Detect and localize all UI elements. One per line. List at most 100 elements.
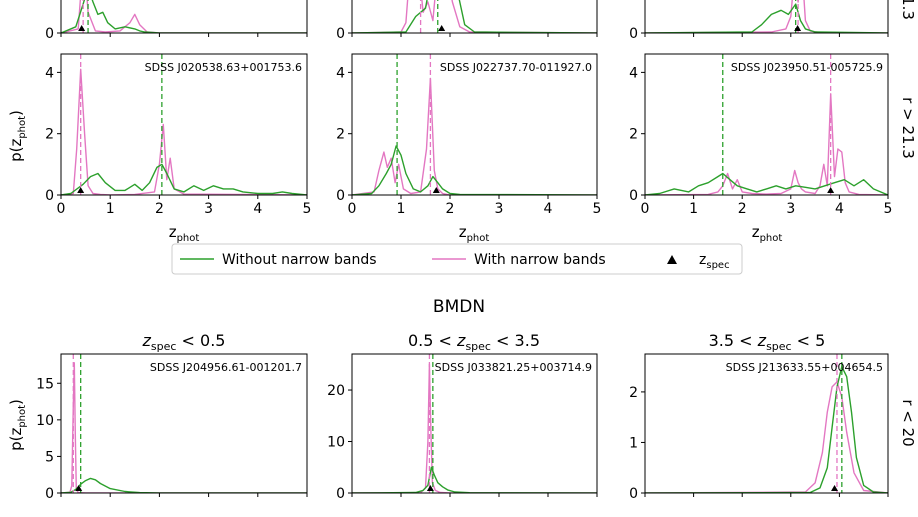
column-title-3: 3.5 < zspec < 5: [709, 331, 826, 353]
panel-plot-area: [645, 354, 888, 493]
x-tick-label: 1: [689, 201, 698, 217]
panel-frame: [60, 353, 308, 494]
x-tick-label: 3: [204, 201, 213, 217]
y-tick-label: 2: [629, 127, 638, 143]
object-label: SDSS J033821.25+003714.9: [435, 361, 592, 374]
x-tick-label: 1: [397, 201, 406, 217]
x-tick-label: 3: [495, 201, 504, 217]
chart-panel-6: 0 2 4 0 1 2 3 4 5 SDSS J023950.51-005725.9: [629, 53, 893, 217]
panel-frame: [60, 53, 308, 196]
y-tick-label: 2: [45, 127, 54, 143]
series-with-narrow-bands: [645, 93, 888, 195]
series-without-narrow-bands: [352, 145, 597, 195]
legend-zspec-marker: [667, 255, 677, 264]
x-tick-label: 5: [884, 201, 893, 217]
legend: Without narrow bands With narrow bands z…: [171, 243, 743, 275]
row-label-top-partial: 1.3: [899, 0, 917, 20]
x-tick-label: 4: [544, 201, 553, 217]
series-without-narrow-bands: [645, 3, 888, 33]
y-tick-label: 4: [336, 65, 345, 81]
series-with-narrow-bands: [61, 362, 307, 493]
x-tick-label: 1: [106, 201, 115, 217]
object-label: SDSS J213633.55+004654.5: [726, 361, 883, 374]
chart-panel-1: 0: [45, 0, 308, 42]
y-tick-label: 1: [629, 435, 638, 451]
legend-without-label: Without narrow bands: [222, 252, 377, 268]
zspec-marker: [438, 25, 446, 31]
panel-plot-area: [352, 354, 597, 493]
series-without-narrow-bands: [61, 163, 307, 195]
panel-frame: [351, 53, 598, 196]
y-tick-label: 0: [629, 486, 638, 502]
x-tick-label: 5: [593, 201, 602, 217]
series-with-narrow-bands: [645, 0, 888, 33]
series-without-narrow-bands: [61, 477, 307, 493]
chart-panel-9: 0 1 2 SDSS J213633.55+004654.5: [629, 353, 889, 502]
column-title-1: zspec < 0.5: [142, 331, 226, 353]
object-label: SDSS J204956.61-001201.7: [150, 361, 302, 374]
y-tick-label: 0: [45, 26, 54, 42]
panel-frame: [60, 0, 308, 34]
y-tick-label: 20: [327, 383, 345, 399]
x-tick-label: 0: [348, 201, 357, 217]
xlabel-1: zphot: [169, 223, 200, 244]
series-with-narrow-bands: [645, 381, 888, 493]
y-tick-label: 2: [336, 127, 345, 143]
y-tick-label: 15: [36, 376, 54, 392]
y-tick-label: 4: [45, 65, 54, 81]
series-with-narrow-bands: [352, 0, 597, 33]
xlabel-3: zphot: [752, 223, 783, 244]
series-without-narrow-bands: [61, 0, 307, 33]
chart-panel-5: 0 2 4 0 1 2 3 4 5 SDSS J022737.70-011927.0: [336, 53, 602, 217]
section-title: BMDN: [433, 297, 485, 317]
x-tick-label: 2: [155, 201, 164, 217]
chart-panel-8: 0 10 20 SDSS J033821.25+003714.9: [327, 353, 598, 502]
x-tick-label: 4: [253, 201, 262, 217]
zspec-marker: [794, 25, 802, 31]
chart-panel-2: 0: [336, 0, 598, 42]
y-tick-label: 0: [45, 188, 54, 204]
object-label: SDSS J020538.63+001753.6: [145, 61, 302, 74]
legend-zspec-label: zspec: [699, 252, 730, 271]
object-label: SDSS J023950.51-005725.9: [731, 61, 883, 74]
series-with-narrow-bands: [352, 77, 597, 195]
zspec-marker: [831, 485, 839, 491]
x-tick-label: 0: [641, 201, 650, 217]
ylabel-middle-row: p(zphot): [7, 110, 28, 162]
x-tick-label: 2: [738, 201, 747, 217]
y-tick-label: 0: [45, 486, 54, 502]
x-tick-label: 0: [57, 201, 66, 217]
y-tick-label: 5: [45, 449, 54, 465]
y-tick-label: 0: [336, 486, 345, 502]
panel-plot-area: [61, 54, 307, 195]
column-title-2: 0.5 < zspec < 3.5: [408, 331, 540, 353]
series-without-narrow-bands: [352, 0, 597, 33]
panel-plot-area: [61, 354, 307, 493]
x-tick-label: 2: [446, 201, 455, 217]
y-tick-label: 0: [336, 188, 345, 204]
zspec-marker: [78, 25, 86, 31]
panel-plot-area: [352, 0, 597, 33]
x-tick-label: 3: [786, 201, 795, 217]
y-tick-label: 10: [327, 435, 345, 451]
row-label-r-lt-20: r < 20: [899, 399, 917, 446]
zspec-marker: [426, 485, 434, 491]
xlabel-2: zphot: [459, 223, 490, 244]
chart-panel-4: 0 2 4 0 1 2 3 4 5 SDSS J020538.63+001753.6: [45, 53, 311, 217]
panel-plot-area: [645, 0, 888, 33]
zspec-marker: [75, 485, 83, 491]
zspec-marker: [827, 187, 835, 193]
y-tick-label: 0: [336, 26, 345, 42]
series-with-narrow-bands: [61, 68, 307, 195]
legend-with-label: With narrow bands: [474, 252, 606, 268]
panel-frame: [644, 353, 889, 494]
y-tick-label: 2: [629, 385, 638, 401]
panel-plot-area: [352, 54, 597, 195]
object-label: SDSS J022737.70-011927.0: [440, 61, 592, 74]
panel-frame: [351, 0, 598, 34]
series-with-narrow-bands: [61, 0, 307, 33]
panel-frame: [351, 353, 598, 494]
y-tick-label: 4: [629, 65, 638, 81]
